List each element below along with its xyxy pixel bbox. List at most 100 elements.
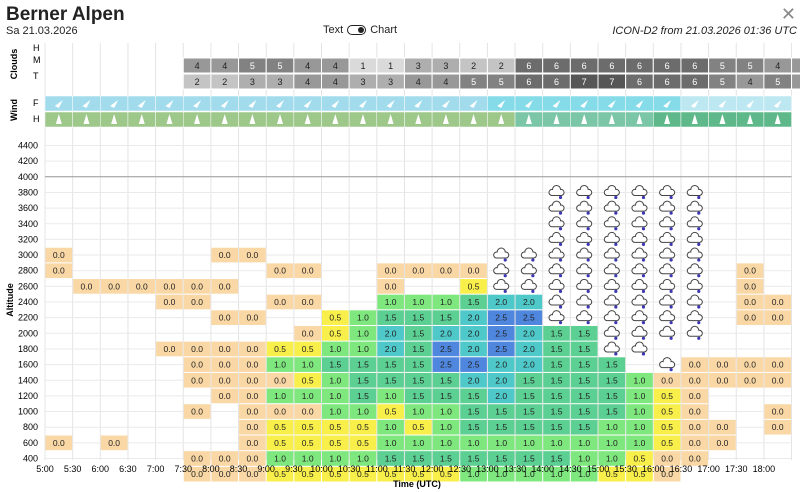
wind-arrow-icon	[774, 114, 781, 124]
x-axis-title: Time (UTC)	[393, 479, 441, 489]
cloud-value: 6	[692, 77, 697, 87]
thermal-value: 1.5	[385, 313, 397, 323]
thermal-cell	[487, 435, 515, 451]
cloud-rain-icon	[548, 294, 565, 306]
toggle-switch[interactable]	[347, 25, 367, 35]
cloud-value: 5	[471, 77, 476, 87]
thermal-value: 1.5	[385, 375, 397, 385]
wind-arrow-icon	[498, 114, 505, 124]
wind-arrow-icon	[414, 100, 423, 108]
thermal-cell	[570, 419, 598, 435]
cloud-rain-icon	[686, 184, 703, 196]
cloud-rain-icon	[686, 231, 703, 243]
thermal-value: 2.5	[495, 344, 507, 354]
thermal-cell	[570, 466, 598, 482]
thermal-cell	[460, 294, 487, 310]
thermal-value: 1.0	[302, 454, 314, 464]
cloud-value: 2	[471, 61, 476, 71]
cloud-value: 6	[554, 77, 559, 87]
thermal-value: 1.5	[385, 360, 397, 370]
thermal-cell	[460, 341, 487, 357]
rain-drop-icon	[697, 195, 701, 200]
thermal-value: 0.0	[689, 360, 701, 370]
thermal-cell	[45, 435, 73, 451]
rain-drop-icon	[641, 352, 646, 356]
time-tick: 10:30	[338, 464, 361, 474]
rain-drop-icon	[503, 258, 507, 262]
time-tick: 13:00	[476, 464, 499, 474]
cloud-value: 3	[250, 77, 255, 87]
thermal-value: 0.0	[246, 391, 258, 401]
thermal-value: 0.0	[689, 375, 701, 385]
thermal-cell	[487, 372, 515, 388]
thermal-cell	[404, 310, 432, 325]
thermal-value: 1.0	[606, 422, 618, 432]
thermal-cell	[598, 419, 626, 435]
thermal-value: 0.5	[385, 407, 397, 417]
time-tick: 16:00	[642, 464, 665, 474]
wind-arrow-icon	[386, 100, 395, 108]
thermal-cell	[211, 466, 239, 482]
thermal-cell	[681, 451, 709, 466]
cloud-value: 4	[748, 77, 753, 87]
thermal-cell	[653, 388, 681, 404]
rain-drop-icon	[531, 258, 535, 262]
thermal-value: 1.0	[634, 422, 646, 432]
thermal-value: 1.0	[495, 438, 507, 448]
cloud-rain-icon	[659, 294, 676, 306]
wind-arrow-icon	[110, 100, 119, 108]
thermal-value: 1.0	[329, 375, 341, 385]
thermal-cell	[681, 372, 709, 388]
thermal-value: 1.5	[578, 328, 590, 338]
rain-drop-icon	[614, 242, 618, 246]
thermal-value: 2.5	[523, 313, 535, 323]
altitude-tick: 3000	[18, 250, 38, 260]
rain-drop-icon	[669, 195, 673, 200]
thermal-value: 0.0	[53, 438, 65, 448]
thermal-value: 0.0	[744, 266, 756, 276]
cloud-rain-icon	[603, 294, 620, 306]
thermal-cell	[515, 341, 543, 357]
thermal-cell	[515, 419, 543, 435]
cloud-cell	[791, 73, 800, 90]
thermal-cell	[515, 466, 543, 482]
thermal-cell	[266, 294, 294, 310]
wind-arrow-icon	[276, 100, 285, 108]
thermal-value: 1.5	[468, 391, 480, 401]
thermal-cell	[543, 404, 570, 419]
time-tick: 15:30	[614, 464, 637, 474]
cloud-rain-icon	[659, 263, 676, 275]
thermal-cell	[294, 451, 321, 466]
thermal-value: 1.0	[412, 407, 424, 417]
altitude-tick: 4000	[18, 172, 38, 182]
cloud-value: 6	[609, 61, 614, 71]
cloud-value: 6	[665, 77, 670, 87]
cloud-rain-icon	[686, 216, 703, 228]
view-toggle[interactable]: Text Chart	[323, 24, 397, 36]
thermal-value: 0.0	[191, 407, 203, 417]
thermal-cell	[239, 341, 266, 357]
cloud-rain-icon	[686, 278, 703, 290]
thermal-value: 0.5	[440, 469, 452, 479]
wind-arrow-icon	[773, 100, 782, 108]
thermal-value: 1.0	[523, 438, 535, 448]
thermal-cell	[681, 435, 709, 451]
thermal-value: 0.5	[357, 438, 369, 448]
wind-arrow-icon	[608, 114, 615, 124]
thermal-cell	[460, 435, 487, 451]
rain-drop-icon	[641, 211, 646, 215]
thermal-cell	[432, 451, 460, 466]
thermal-value: 0.0	[191, 375, 203, 385]
thermal-value: 1.5	[578, 422, 590, 432]
thermal-cell	[211, 372, 239, 388]
rain-drop-icon	[641, 289, 646, 293]
rain-drop-icon	[697, 336, 701, 340]
time-tick: 14:30	[559, 464, 582, 474]
rain-drop-icon	[614, 289, 618, 293]
close-button[interactable]: ✕	[780, 4, 796, 24]
thermal-cell	[404, 419, 432, 435]
thermal-value: 1.0	[606, 438, 618, 448]
thermal-value: 0.0	[772, 297, 784, 307]
thermal-cell	[543, 419, 570, 435]
cloud-rain-icon	[631, 247, 648, 259]
